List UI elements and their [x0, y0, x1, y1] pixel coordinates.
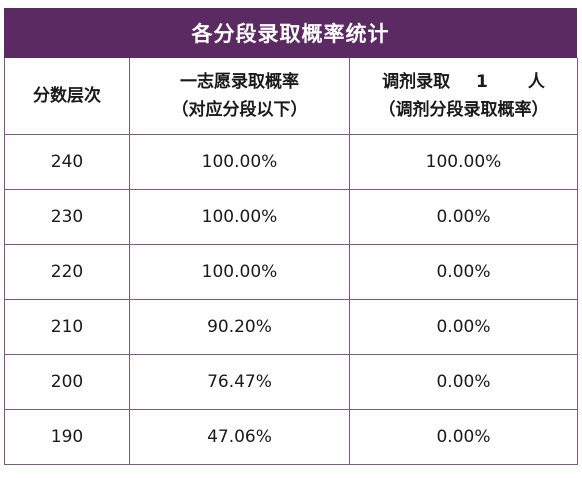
table-row: 210 90.20% 0.00%	[4, 299, 578, 355]
first-choice-cell: 100.00%	[129, 189, 350, 245]
first-choice-cell: 90.20%	[129, 299, 350, 355]
header-first-choice: 一志愿录取概率 （对应分段以下）	[129, 58, 350, 135]
header-adjust: 调剂录取 1 人 （调剂分段录取概率）	[349, 58, 578, 135]
header-score-level-label: 分数层次	[33, 86, 101, 106]
probability-table: 分数层次 一志愿录取概率 （对应分段以下） 调剂录取 1 人 （调剂分段录取概率）…	[4, 58, 578, 465]
adjust-cell: 100.00%	[349, 134, 578, 190]
adjust-cell: 0.00%	[349, 354, 578, 410]
header-score-level: 分数层次	[4, 58, 130, 135]
score-cell: 210	[4, 299, 130, 355]
header-adjust-line1: 调剂录取 1 人	[350, 68, 577, 96]
first-choice-cell: 100.00%	[129, 134, 350, 190]
table-row: 240 100.00% 100.00%	[4, 134, 578, 190]
score-cell: 230	[4, 189, 130, 245]
header-adjust-line2: （调剂分段录取概率）	[378, 100, 549, 120]
header-first-choice-line1: 一志愿录取概率	[180, 72, 299, 92]
first-choice-cell: 47.06%	[129, 409, 350, 465]
table-row: 200 76.47% 0.00%	[4, 354, 578, 410]
adjust-cell: 0.00%	[349, 409, 578, 465]
header-adjust-suffix: 人	[527, 72, 545, 92]
first-choice-cell: 76.47%	[129, 354, 350, 410]
table-row: 220 100.00% 0.00%	[4, 244, 578, 300]
table-row: 190 47.06% 0.00%	[4, 409, 578, 465]
probability-table-container: 各分段录取概率统计 分数层次 一志愿录取概率 （对应分段以下） 调剂录取 1 人 …	[4, 8, 578, 465]
adjust-cell: 0.00%	[349, 244, 578, 300]
table-title: 各分段录取概率统计	[4, 8, 577, 58]
first-choice-cell: 100.00%	[129, 244, 350, 300]
score-cell: 190	[4, 409, 130, 465]
header-adjust-prefix: 调剂录取	[382, 72, 451, 92]
adjust-cell: 0.00%	[349, 299, 578, 355]
score-cell: 220	[4, 244, 130, 300]
header-row: 分数层次 一志愿录取概率 （对应分段以下） 调剂录取 1 人 （调剂分段录取概率）	[4, 58, 578, 135]
header-adjust-number: 1	[476, 72, 488, 92]
table-row: 230 100.00% 0.00%	[4, 189, 578, 245]
score-cell: 240	[4, 134, 130, 190]
score-cell: 200	[4, 354, 130, 410]
adjust-cell: 0.00%	[349, 189, 578, 245]
header-first-choice-line2: （对应分段以下）	[171, 100, 308, 120]
